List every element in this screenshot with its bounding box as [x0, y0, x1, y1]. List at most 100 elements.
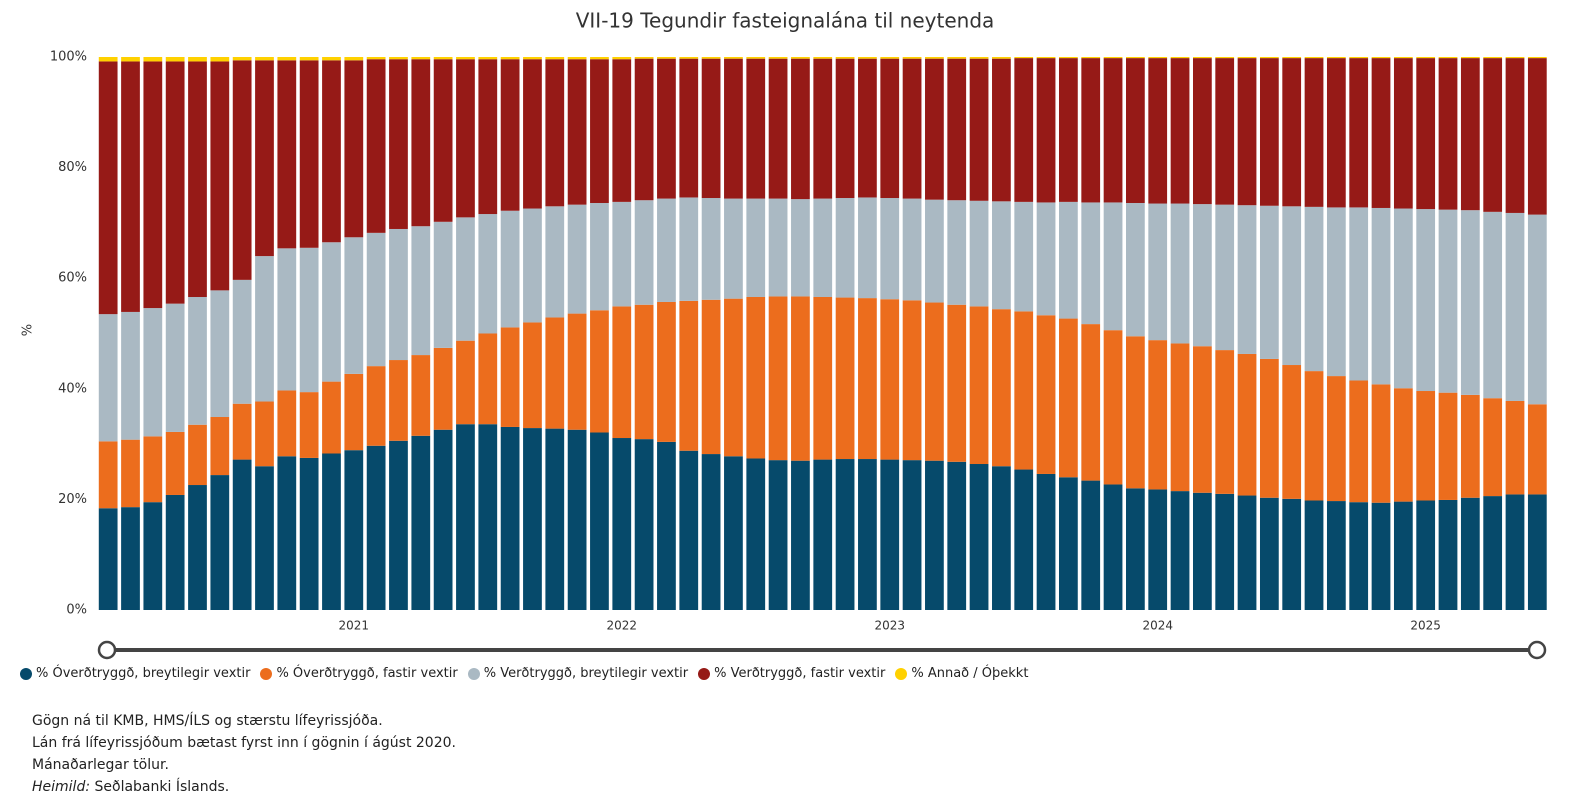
bar-segment — [1371, 207, 1391, 385]
bar-segment — [902, 300, 922, 461]
bar-segment — [456, 340, 475, 425]
bar-segment — [1460, 57, 1480, 59]
bar-segment — [389, 59, 408, 229]
bar-segment — [1259, 205, 1279, 359]
bar-segment — [322, 60, 341, 243]
source: Heimild: Seðlabanki Íslands. — [32, 776, 456, 798]
bar-segment — [612, 201, 632, 307]
legend-item: % Annað / Óþekkt — [895, 666, 1028, 681]
bar-segment — [813, 58, 833, 199]
bar-segment — [478, 57, 498, 60]
bar-segment — [1148, 489, 1168, 610]
bar-segment — [545, 428, 565, 610]
bar-segment — [1304, 206, 1324, 372]
bar-segment — [1438, 57, 1458, 59]
bar-segment — [255, 57, 274, 61]
bar-segment — [433, 59, 453, 222]
bar-segment — [411, 57, 431, 60]
bar-segment — [344, 57, 364, 61]
bar-segment — [500, 57, 520, 60]
bar-segment — [1126, 57, 1145, 59]
bar-segment — [791, 199, 810, 297]
bar-segment — [456, 217, 475, 341]
bar-segment — [1527, 57, 1547, 59]
bar-segment — [1393, 57, 1413, 59]
bar-segment — [612, 438, 632, 610]
bar-segment — [1483, 398, 1503, 497]
bar-segment — [1416, 57, 1436, 59]
bar-segment — [567, 57, 587, 60]
bar-segment — [724, 298, 743, 457]
bar-segment — [389, 228, 408, 361]
bar-segment — [746, 198, 766, 298]
bar-segment — [1349, 380, 1369, 503]
bar-segment — [612, 59, 632, 202]
bar-segment — [679, 450, 699, 610]
bar-segment — [1126, 58, 1145, 203]
bar-segment — [1349, 57, 1369, 59]
bar-segment — [1527, 404, 1547, 495]
bar-segment — [366, 366, 386, 446]
bar-segment — [679, 197, 699, 301]
bar-segment — [858, 57, 877, 59]
bar-segment — [210, 417, 230, 476]
bar-segment — [1505, 400, 1525, 495]
bar-segment — [746, 58, 766, 199]
bar-segment — [1148, 340, 1168, 490]
legend-label: % Óverðtryggð, fastir vextir — [276, 666, 458, 681]
bar-segment — [1170, 58, 1190, 204]
bar-segment — [768, 57, 788, 59]
bar-segment — [590, 310, 609, 433]
bar-segment — [322, 453, 341, 610]
bar-segment — [768, 58, 788, 199]
bar-segment — [1014, 57, 1034, 59]
bar-segment — [366, 445, 386, 610]
bar-segment — [1215, 57, 1235, 59]
bar-segment — [1326, 207, 1346, 377]
bar-segment — [232, 459, 252, 610]
bar-segment — [523, 208, 542, 323]
x-tick-label: 2024 — [1142, 619, 1173, 633]
bar-segment — [523, 428, 542, 610]
bar-segment — [1349, 58, 1369, 208]
bar-segment — [299, 392, 319, 458]
bar-segment — [1237, 57, 1257, 59]
bar-segment — [433, 57, 453, 60]
bar-segment — [232, 279, 252, 404]
bar-segment — [121, 311, 140, 440]
legend-item: % Óverðtryggð, breytilegir vextir — [20, 666, 250, 681]
bar-segment — [701, 299, 721, 455]
bar-segment — [858, 197, 877, 299]
bar-segment — [1059, 318, 1078, 478]
legend-item: % Verðtryggð, fastir vextir — [698, 666, 885, 681]
bar-segment — [1103, 202, 1123, 331]
bar-segment — [1349, 502, 1369, 610]
bar-segment — [947, 57, 967, 59]
range-slider-handle[interactable] — [1527, 640, 1547, 660]
bar-segment — [121, 439, 140, 508]
bar-segment — [344, 60, 364, 238]
range-slider-handle[interactable] — [97, 640, 117, 660]
bar-segment — [858, 298, 877, 460]
bar-segment — [188, 485, 207, 610]
bar-segment — [165, 57, 185, 62]
bar-segment — [634, 439, 654, 610]
bar-segment — [902, 57, 922, 59]
bar-segment — [232, 60, 252, 280]
bar-segment — [992, 201, 1011, 310]
bar-segment — [1148, 203, 1168, 341]
bar-segment — [500, 210, 520, 328]
bar-segment — [1259, 497, 1279, 610]
legend-item: % Óverðtryggð, fastir vextir — [260, 666, 458, 681]
bar-segment — [545, 59, 565, 207]
bar-segment — [880, 299, 900, 460]
bar-segment — [657, 441, 676, 610]
bar-segment — [411, 355, 431, 436]
bar-segment — [433, 347, 453, 430]
bar-segment — [1460, 210, 1480, 395]
bar-segment — [992, 57, 1011, 59]
bar-segment — [858, 459, 877, 610]
bar-segment — [1081, 324, 1101, 481]
bar-segment — [1505, 494, 1525, 610]
bar-segment — [969, 57, 989, 59]
